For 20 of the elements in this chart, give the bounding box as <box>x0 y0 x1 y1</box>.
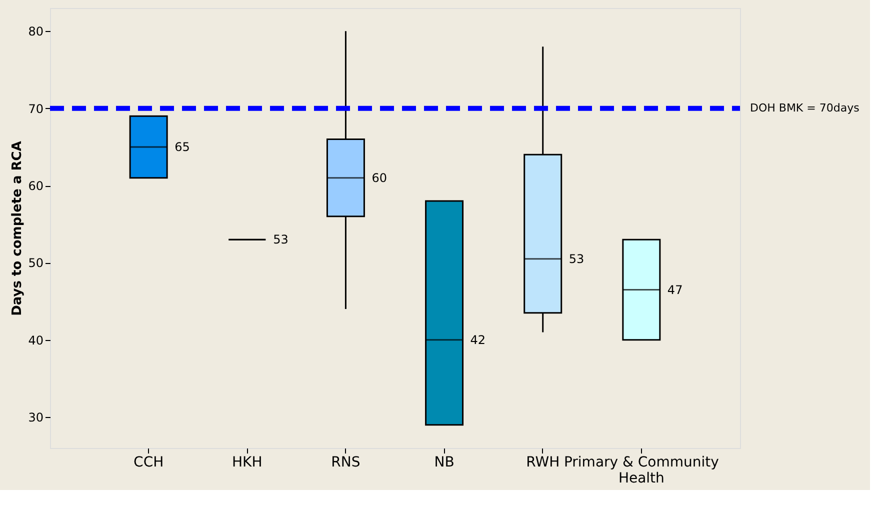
annotation: 42 <box>470 332 486 347</box>
annotation: 47 <box>667 282 683 297</box>
x-tick-label: RWH <box>526 454 560 470</box>
y-tick-label: 40 <box>28 333 44 348</box>
y-tick-label: 50 <box>28 256 44 270</box>
y-tick-label: 70 <box>28 102 44 116</box>
y-tick-label: 30 <box>28 410 44 425</box>
annotation: 53 <box>273 232 288 247</box>
x-tick-label: CCH <box>134 454 164 470</box>
y-tick-label: 60 <box>28 179 44 194</box>
x-tick-label: Primary & Community Health <box>564 454 719 486</box>
y-axis-title: Days to complete a RCA <box>10 141 26 316</box>
x-tick-label: HKH <box>232 454 262 470</box>
annotation: 65 <box>174 140 190 154</box>
x-tick-label: RNS <box>331 454 360 470</box>
annotation: 53 <box>568 252 584 266</box>
annotation: 60 <box>372 170 387 185</box>
x-tick-label: NB <box>434 454 454 470</box>
y-tick-label: 80 <box>28 24 44 39</box>
ref-line-label: DOH BMK = 70days <box>750 101 860 114</box>
